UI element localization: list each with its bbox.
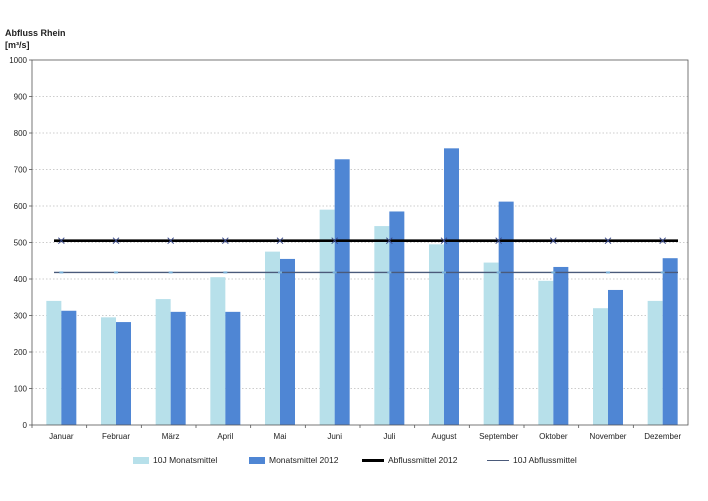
bar-10j-monatsmittel <box>265 251 280 425</box>
y-tick-label: 400 <box>14 275 28 284</box>
bar-monatsmittel-2012 <box>608 289 623 425</box>
bar-line-chart: 0 100 200 300 400 500 600 700 800 900 1000 Januar Fe… <box>9 56 689 441</box>
legend-swatch <box>133 456 149 464</box>
bar-10j-monatsmittel <box>319 209 335 425</box>
bar-monatsmittel-2012 <box>444 148 459 425</box>
y-tick-label: 300 <box>14 312 28 321</box>
x-tick-label: November <box>590 432 627 441</box>
legend-label: 10J Abflussmittel <box>513 455 577 465</box>
bar-10j-monatsmittel <box>155 299 171 425</box>
legend-label: Abflussmittel 2012 <box>388 455 458 465</box>
legend-item: Monatsmittel 2012 <box>249 455 338 465</box>
bar-10j-monatsmittel <box>374 226 390 425</box>
bar-monatsmittel-2012 <box>553 266 569 425</box>
bar-monatsmittel-2012 <box>225 311 241 425</box>
y-axis-unit-label: [m³/s] <box>5 40 30 50</box>
bar-10j-monatsmittel <box>210 277 226 425</box>
marker-abflussmittel-2012 <box>57 237 65 245</box>
y-tick-label: 900 <box>14 93 28 102</box>
marker-abflussmittel-2012 <box>167 237 175 245</box>
bar-monatsmittel-2012 <box>389 211 405 425</box>
x-tick-label: März <box>162 432 180 441</box>
marker-abflussmittel-2012 <box>495 237 503 245</box>
bar-10j-monatsmittel <box>647 300 663 425</box>
x-tick-label: Mai <box>274 432 287 441</box>
legend-swatch <box>487 459 509 461</box>
bar-monatsmittel-2012 <box>662 258 678 425</box>
bar-10j-monatsmittel <box>593 308 608 425</box>
legend-swatch <box>249 456 265 464</box>
bars <box>46 148 678 425</box>
legend-item: 10J Monatsmittel <box>133 455 217 465</box>
marker-abflussmittel-2012 <box>221 237 229 245</box>
x-tick-label: Januar <box>49 432 74 441</box>
x-tick-label: Oktober <box>539 432 568 441</box>
y-tick-label: 200 <box>14 348 28 357</box>
x-tick-label: Dezember <box>644 432 681 441</box>
y-tick-label: 1000 <box>9 56 27 65</box>
bar-monatsmittel-2012 <box>498 201 514 425</box>
legend-item: Abflussmittel 2012 <box>362 455 457 465</box>
x-tick-label: Juli <box>383 432 395 441</box>
x-tick-label: Juni <box>327 432 342 441</box>
series-lines <box>54 237 678 274</box>
marker-abflussmittel-2012 <box>276 237 284 245</box>
chart-legend: 10J Monatsmittel Monatsmittel 2012 Abfluss… <box>0 455 708 471</box>
x-tick-label: Februar <box>102 432 130 441</box>
marker-abflussmittel-2012 <box>385 237 393 245</box>
x-tick-label: August <box>432 432 458 441</box>
y-tick-label: 700 <box>14 166 28 175</box>
y-tick-label: 800 <box>14 129 28 138</box>
marker-abflussmittel-2012 <box>549 237 557 245</box>
x-tick-label: April <box>217 432 233 441</box>
legend-item: 10J Abflussmittel <box>487 455 577 465</box>
y-tick-label: 100 <box>14 385 28 394</box>
chart-title: Abfluss Rhein <box>5 28 66 38</box>
y-tick-label: 500 <box>14 239 28 248</box>
marker-abflussmittel-2012 <box>112 237 120 245</box>
bar-monatsmittel-2012 <box>334 159 350 425</box>
bar-monatsmittel-2012 <box>61 310 77 425</box>
legend-swatch <box>362 458 384 462</box>
bar-10j-monatsmittel <box>46 300 62 425</box>
bar-10j-monatsmittel <box>483 262 499 425</box>
legend-label: Monatsmittel 2012 <box>269 455 339 465</box>
grid-lines <box>32 96 688 389</box>
marker-abflussmittel-2012 <box>331 237 339 245</box>
chart-title-block: Abfluss Rhein [m³/s] <box>5 27 66 51</box>
marker-abflussmittel-2012 <box>440 237 448 245</box>
x-tick-label: September <box>479 432 518 441</box>
marker-abflussmittel-2012 <box>659 237 667 245</box>
bar-10j-monatsmittel <box>538 280 554 425</box>
bar-10j-monatsmittel <box>429 244 444 425</box>
y-tick-label: 600 <box>14 202 28 211</box>
bar-monatsmittel-2012 <box>170 311 186 425</box>
legend-label: 10J Monatsmittel <box>153 455 218 465</box>
y-tick-label: 0 <box>23 421 28 430</box>
bar-monatsmittel-2012 <box>116 322 131 425</box>
bar-10j-monatsmittel <box>101 317 116 425</box>
bar-monatsmittel-2012 <box>280 258 295 425</box>
marker-abflussmittel-2012 <box>604 237 612 245</box>
axes: 0 100 200 300 400 500 600 700 800 900 1000 Januar Fe… <box>9 56 689 441</box>
